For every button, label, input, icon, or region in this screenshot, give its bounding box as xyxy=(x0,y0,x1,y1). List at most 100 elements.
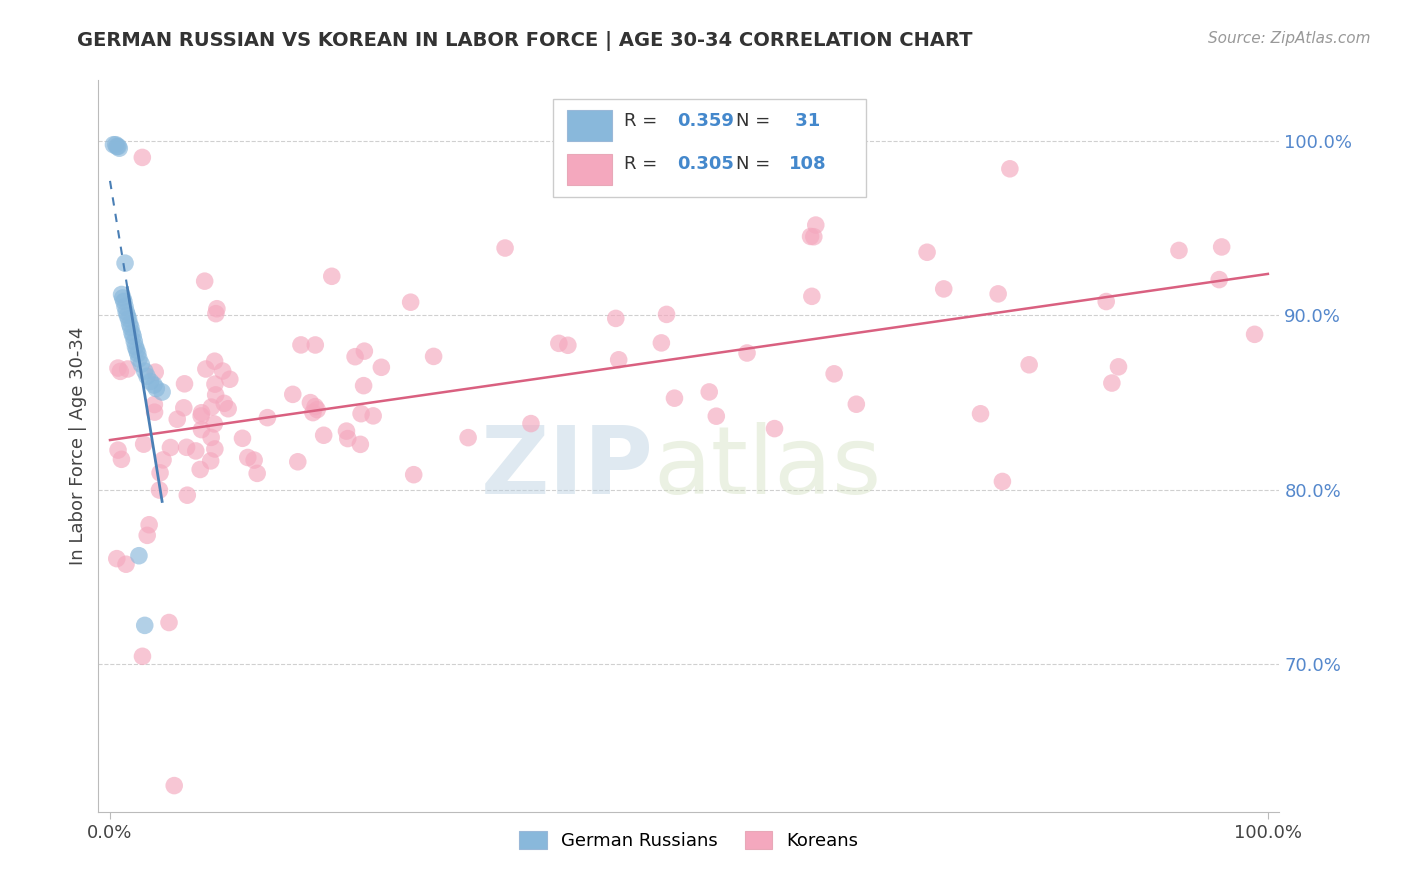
Point xyxy=(138,517,160,532)
Point xyxy=(287,455,309,469)
Point xyxy=(763,421,786,435)
Point xyxy=(335,424,357,438)
Point xyxy=(114,256,136,270)
Point xyxy=(1108,359,1130,374)
Text: R =: R = xyxy=(624,155,664,173)
Point xyxy=(118,317,141,331)
Point xyxy=(104,137,127,152)
Point xyxy=(136,528,159,542)
Point xyxy=(299,395,322,409)
Point xyxy=(159,441,181,455)
Text: GERMAN RUSSIAN VS KOREAN IN LABOR FORCE | AGE 30-34 CORRELATION CHART: GERMAN RUSSIAN VS KOREAN IN LABOR FORCE … xyxy=(77,31,973,51)
Text: 0.305: 0.305 xyxy=(678,155,734,173)
Point xyxy=(204,388,226,402)
Point xyxy=(117,311,139,326)
Point xyxy=(290,338,312,352)
Point xyxy=(969,407,991,421)
Point xyxy=(932,282,955,296)
Point xyxy=(231,431,253,445)
Point xyxy=(655,307,678,321)
Point xyxy=(107,361,129,376)
Point xyxy=(110,287,132,301)
Point xyxy=(110,452,132,467)
Point xyxy=(246,467,269,481)
Point xyxy=(697,384,720,399)
Point xyxy=(105,551,128,566)
Text: atlas: atlas xyxy=(654,422,882,514)
Point xyxy=(217,401,239,416)
Point xyxy=(422,350,444,364)
Point xyxy=(117,309,139,323)
Point xyxy=(399,295,422,310)
Point xyxy=(152,453,174,467)
Point xyxy=(163,779,186,793)
Point xyxy=(148,483,170,497)
Point xyxy=(361,409,384,423)
Point xyxy=(236,450,259,465)
Point xyxy=(302,406,325,420)
Point xyxy=(457,431,479,445)
Point xyxy=(166,412,188,426)
Point xyxy=(115,558,138,572)
Point xyxy=(202,417,225,431)
Point xyxy=(176,440,198,454)
Point xyxy=(987,286,1010,301)
Point xyxy=(194,274,217,288)
Point xyxy=(804,218,827,232)
Text: N =: N = xyxy=(737,155,776,173)
Point xyxy=(218,372,240,386)
Point xyxy=(117,362,139,376)
Point xyxy=(204,377,226,392)
Point xyxy=(205,301,228,316)
Point xyxy=(243,453,266,467)
Point xyxy=(1101,376,1123,390)
Point xyxy=(991,475,1014,489)
Point xyxy=(1208,272,1230,286)
Text: 108: 108 xyxy=(789,155,827,173)
Point xyxy=(800,289,823,303)
Point xyxy=(212,396,235,410)
Point xyxy=(304,400,326,414)
Point xyxy=(204,354,226,368)
Point xyxy=(845,397,868,411)
Point xyxy=(128,351,150,366)
Point xyxy=(664,391,686,405)
Point xyxy=(607,352,630,367)
Point xyxy=(547,336,569,351)
Point xyxy=(190,409,212,423)
Point xyxy=(131,150,153,164)
Point xyxy=(304,338,326,352)
Point xyxy=(150,384,173,399)
Point xyxy=(107,443,129,458)
Point xyxy=(557,338,579,352)
Point xyxy=(349,437,371,451)
Point xyxy=(800,229,823,244)
Point xyxy=(307,402,329,417)
Point xyxy=(121,326,143,340)
Point xyxy=(336,432,359,446)
Y-axis label: In Labor Force | Age 30-34: In Labor Force | Age 30-34 xyxy=(69,326,87,566)
Point xyxy=(803,229,825,244)
Text: Source: ZipAtlas.com: Source: ZipAtlas.com xyxy=(1208,31,1371,46)
Point xyxy=(110,364,132,378)
Point xyxy=(136,369,159,384)
Point xyxy=(173,401,195,415)
Text: N =: N = xyxy=(737,112,776,129)
Bar xyxy=(567,154,612,185)
Point xyxy=(184,444,207,458)
Text: ZIP: ZIP xyxy=(481,422,654,514)
Point xyxy=(157,615,180,630)
Point xyxy=(204,442,226,456)
Point xyxy=(128,549,150,563)
Point xyxy=(1018,358,1040,372)
Point xyxy=(321,269,343,284)
Point xyxy=(823,367,845,381)
Text: R =: R = xyxy=(624,112,664,129)
Point xyxy=(143,378,166,392)
Point xyxy=(188,462,211,476)
Point xyxy=(132,437,155,451)
Point xyxy=(494,241,516,255)
Point xyxy=(108,141,131,155)
Point xyxy=(312,428,335,442)
Point xyxy=(194,362,217,376)
